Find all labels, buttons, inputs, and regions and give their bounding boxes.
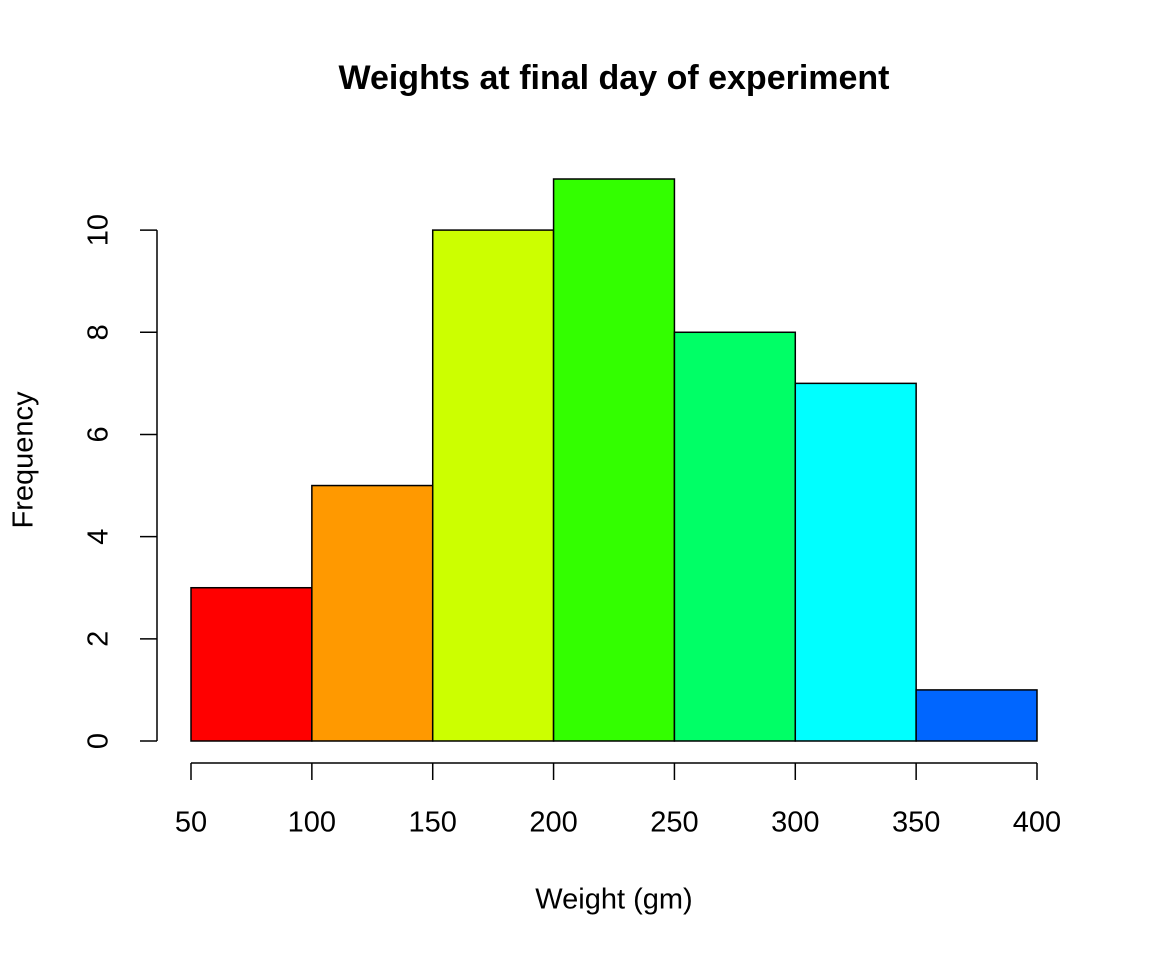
x-tick-label: 150 — [409, 807, 457, 839]
bar — [915, 689, 1038, 742]
x-tick-label: 100 — [288, 807, 336, 839]
y-tick-label: 6 — [83, 426, 115, 442]
x-tick-label: 50 — [175, 807, 207, 839]
y-tick-label: 10 — [83, 214, 115, 246]
x-tick-label: 350 — [892, 807, 940, 839]
chart-title: Weights at final day of experiment — [338, 59, 889, 97]
bar — [190, 586, 313, 742]
x-tick-label: 400 — [1013, 807, 1061, 839]
x-tick-label: 300 — [771, 807, 819, 839]
x-axis-label: Weight (gm) — [535, 884, 692, 916]
bar — [431, 229, 555, 742]
y-tick-label: 8 — [83, 324, 115, 340]
y-tick-label: 0 — [83, 733, 115, 749]
y-axis-label: Frequency — [8, 391, 40, 529]
bar — [794, 382, 917, 742]
bar — [673, 331, 797, 742]
y-tick-label: 2 — [83, 631, 115, 647]
x-tick-label: 200 — [529, 807, 577, 839]
x-tick-label: 250 — [650, 807, 698, 839]
bar — [552, 178, 676, 742]
y-tick-label: 4 — [83, 529, 115, 545]
bar — [311, 484, 434, 742]
